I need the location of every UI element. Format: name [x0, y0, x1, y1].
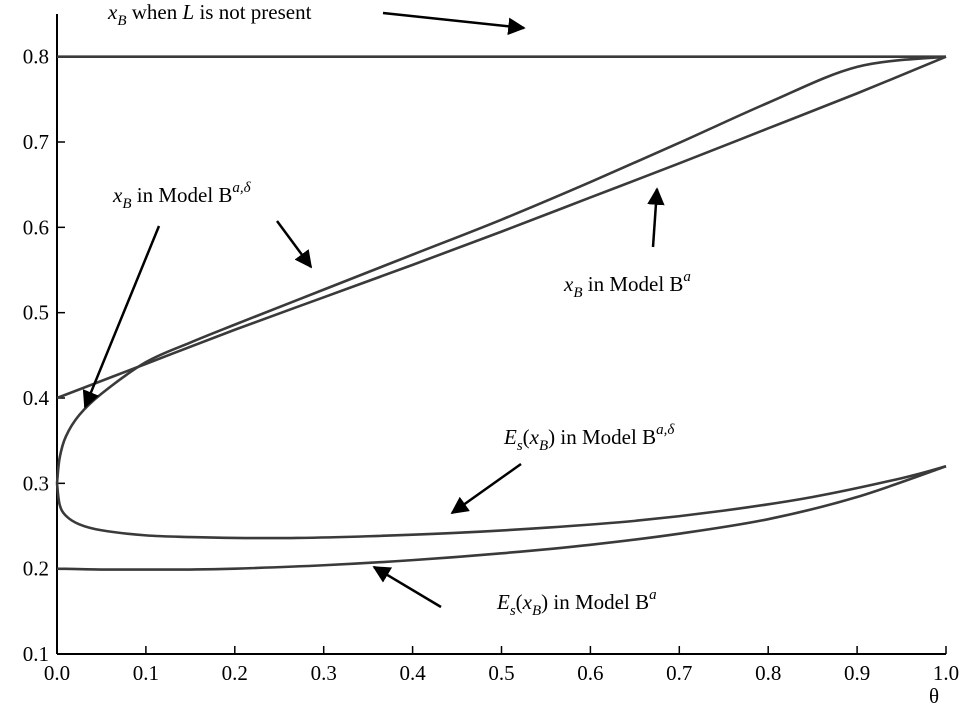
arrow-b-a: [647, 187, 665, 248]
series-line-2: [55, 55, 947, 484]
y-tick-label: 0.6: [23, 215, 49, 239]
arrow-es-a-delta: [450, 462, 522, 515]
x-tick-label: 0.3: [311, 661, 337, 685]
x-tick-label: 0.8: [755, 661, 781, 685]
x-tick-label: 0.0: [44, 661, 70, 685]
x-tick-label: 0.5: [488, 661, 514, 685]
x-tick-label: 0.6: [577, 661, 603, 685]
axes: 0.0 0.1 0.2 0.3 0.4 0.5 0.6 0.7 0.8 0.9 1.00.10.20…: [23, 14, 959, 708]
series-line-4: [56, 465, 947, 571]
x-tick-label: 0.1: [133, 661, 159, 685]
annotation-b-a-delta: xB in Model Ba,δ: [112, 180, 252, 212]
arrow-b-a-delta-left: [82, 225, 161, 409]
arrow-es-a: [372, 565, 442, 609]
annotations: xB when L is not present xB in Model Ba,δ…: [107, 0, 691, 619]
y-tick-label: 0.1: [23, 642, 49, 666]
x-axis-label: θ: [929, 684, 939, 708]
series-line-1: [56, 55, 947, 400]
x-tick-label: 0.9: [844, 661, 870, 685]
arrow-no-l: [382, 11, 526, 36]
annotation-es-a-delta: Es(xB) in Model Ba,δ: [503, 422, 675, 454]
x-tick-label: 0.7: [666, 661, 692, 685]
annotation-arrows: [82, 11, 665, 609]
y-tick-label: 0.2: [23, 557, 49, 581]
y-tick-label: 0.3: [23, 471, 49, 495]
annotation-b-a: xB in Model Ba: [563, 269, 691, 301]
annotation-no-l: xB when L is not present: [107, 0, 312, 29]
x-tick-label: 1.0: [933, 661, 959, 685]
y-tick-label: 0.7: [23, 130, 49, 154]
annotation-es-a: Es(xB) in Model Ba: [496, 587, 657, 619]
arrow-b-a-delta-right: [275, 220, 313, 269]
x-tick-label: 0.2: [222, 661, 248, 685]
series-layer: [55, 55, 947, 571]
x-tick-label: 0.4: [399, 661, 426, 685]
y-tick-label: 0.4: [23, 386, 50, 410]
series-line-3: [55, 465, 947, 540]
y-tick-label: 0.5: [23, 301, 49, 325]
y-tick-label: 0.8: [23, 45, 49, 69]
